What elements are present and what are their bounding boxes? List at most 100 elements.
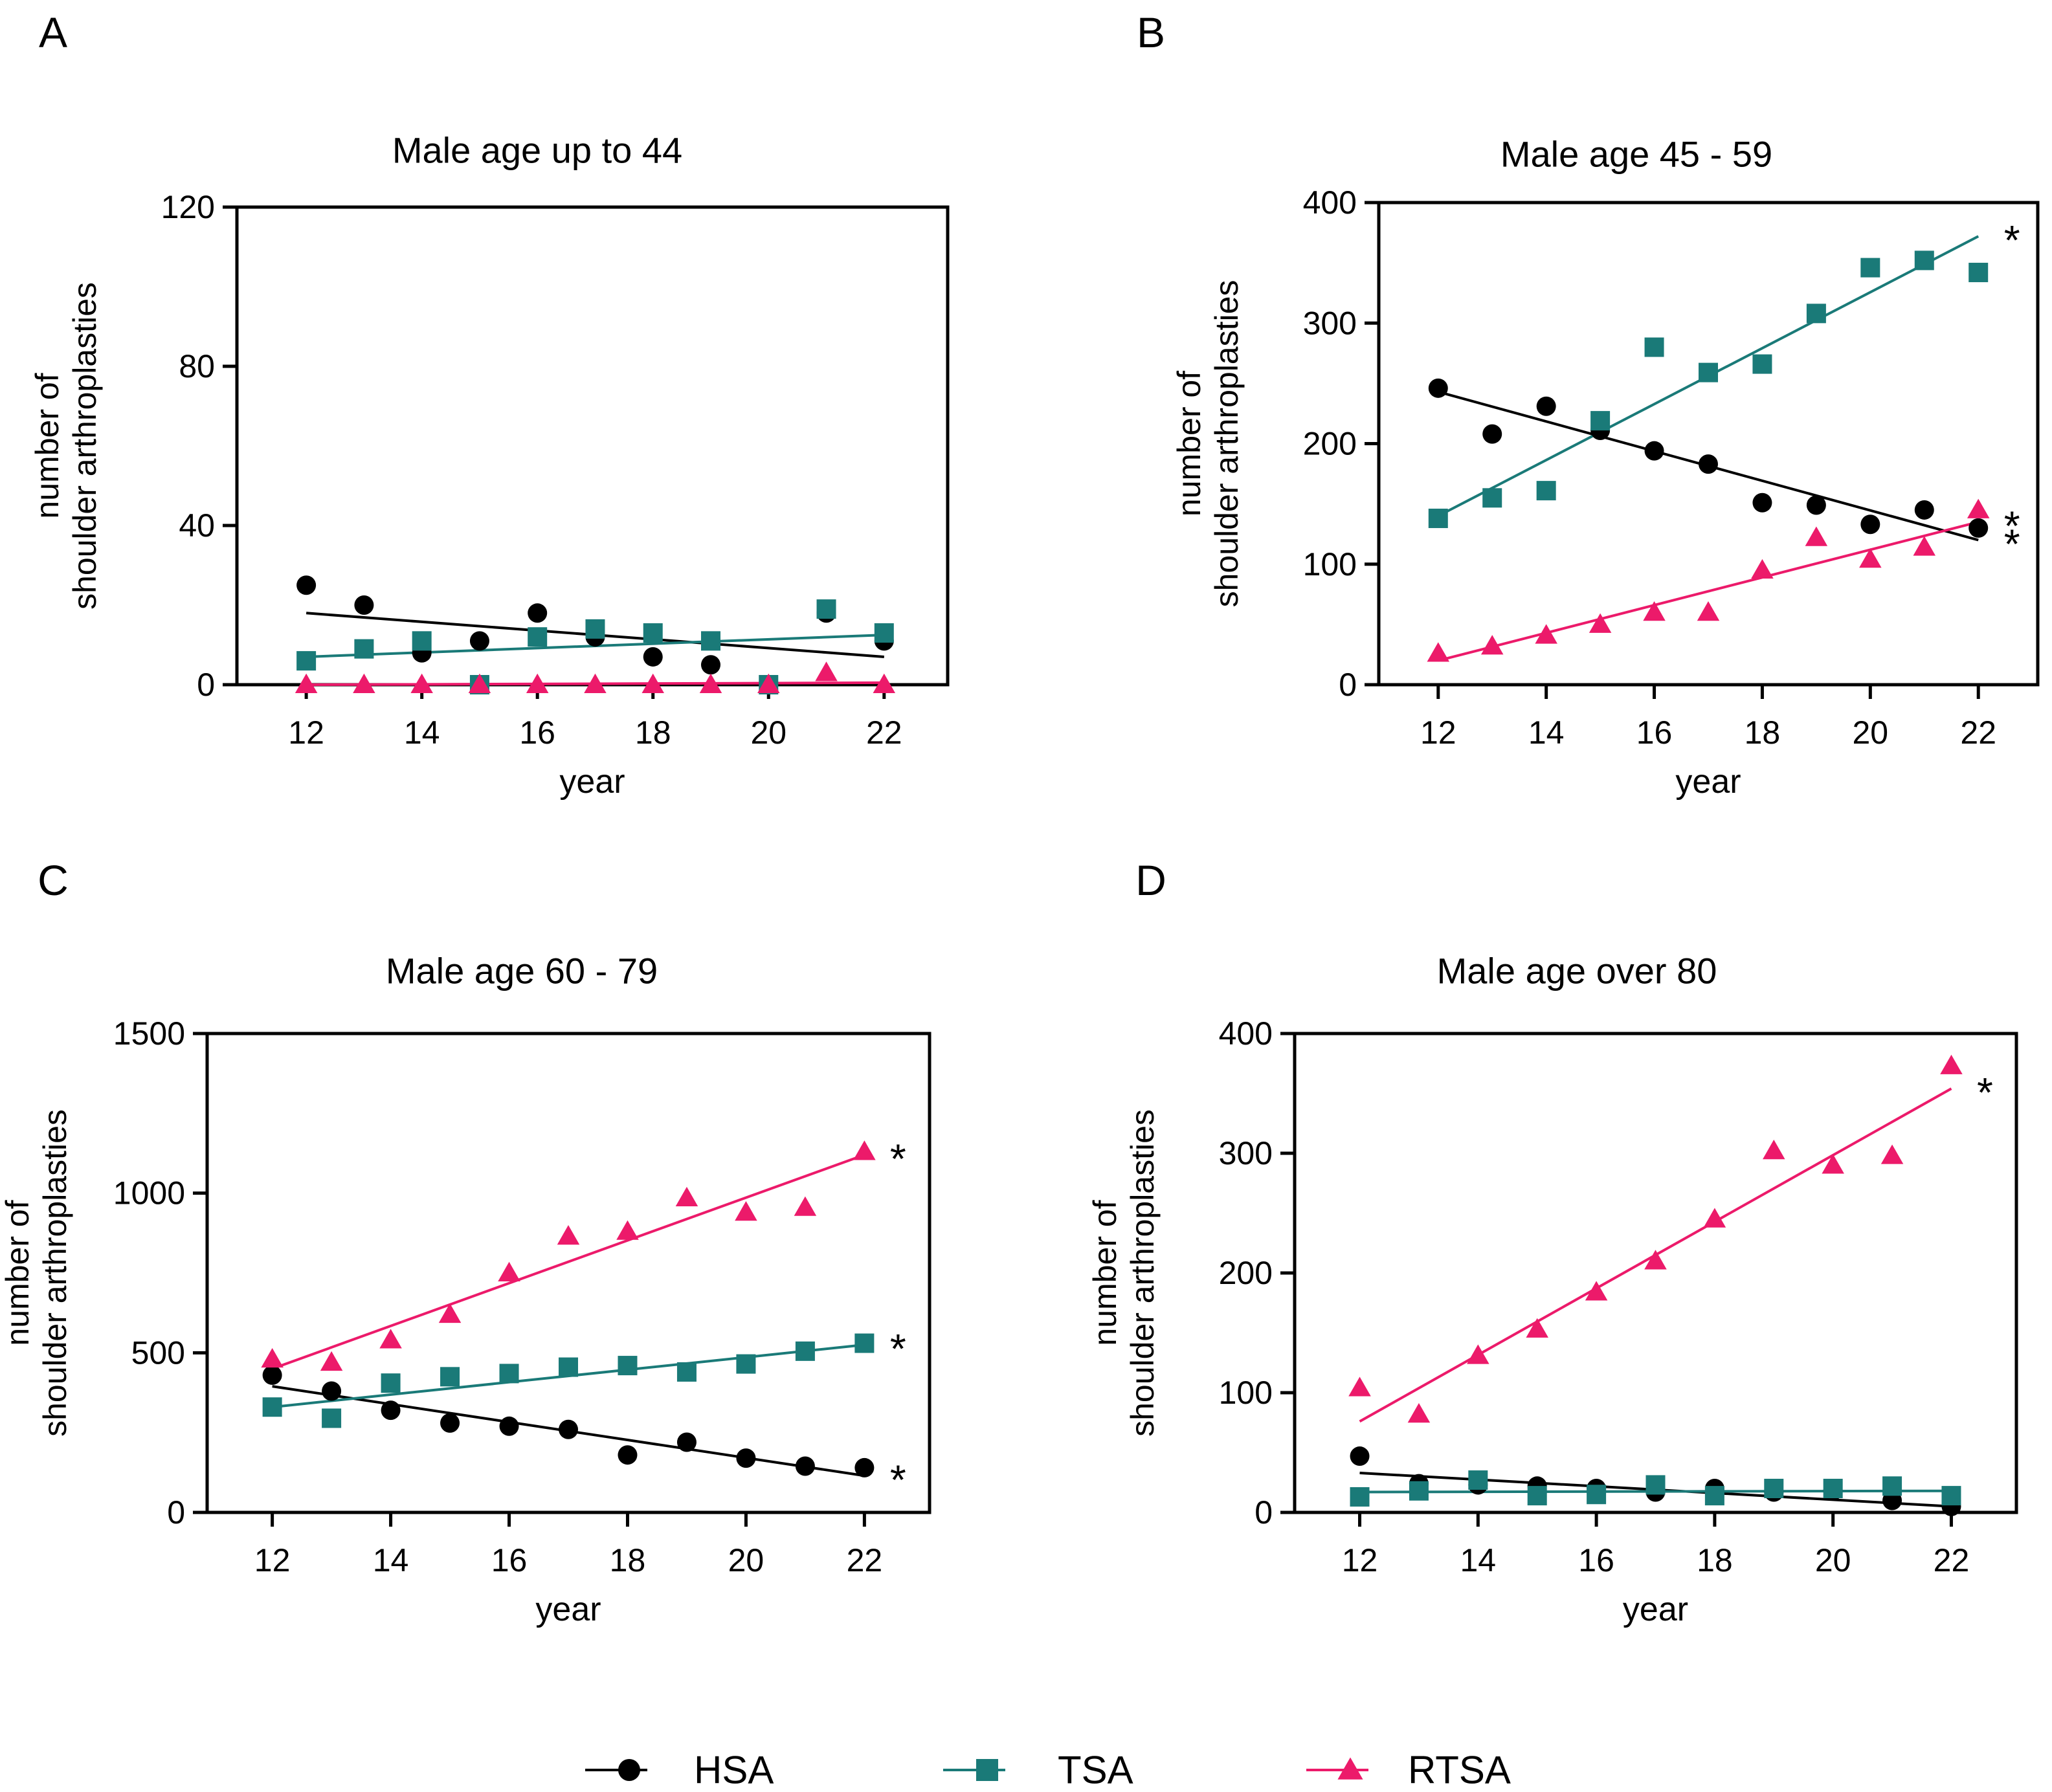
- point-tsa: [296, 651, 317, 671]
- point-hsa: [1428, 378, 1448, 398]
- point-hsa: [1752, 492, 1772, 513]
- legend-marker: [618, 1759, 640, 1781]
- point-rtsa: [1427, 642, 1450, 662]
- point-rtsa: [853, 1140, 876, 1160]
- point-rtsa: [1526, 1318, 1548, 1338]
- point-tsa: [1699, 362, 1718, 382]
- point-tsa: [1941, 1486, 1961, 1506]
- significance-asterisk: *: [2004, 521, 2020, 568]
- y-axis-label: number ofshoulder arthroplasties: [0, 1109, 73, 1437]
- point-rtsa: [320, 1351, 343, 1371]
- plot-frame: [205, 1032, 931, 1514]
- x-tick-label: 20: [1815, 1542, 1851, 1578]
- x-tick-label: 20: [1853, 714, 1889, 751]
- point-tsa: [736, 1354, 756, 1374]
- plot-frame: [1293, 1032, 2018, 1514]
- point-hsa: [322, 1381, 342, 1401]
- point-tsa: [381, 1373, 401, 1393]
- y-axis-label-line: shoulder arthroplasties: [37, 1109, 73, 1437]
- y-axis-label-line: shoulder arthroplasties: [67, 282, 103, 610]
- point-rtsa: [295, 673, 318, 693]
- point-rtsa: [794, 1196, 817, 1216]
- point-rtsa: [1585, 1281, 1608, 1301]
- plot-frame: [235, 205, 950, 687]
- y-tick-label: 1000: [113, 1175, 185, 1211]
- x-tick-label: 18: [1697, 1542, 1733, 1578]
- x-tick-label: 14: [404, 714, 440, 751]
- x-tick-label: 18: [635, 714, 671, 751]
- point-rtsa: [815, 661, 838, 681]
- x-tick-label: 22: [847, 1542, 883, 1578]
- point-rtsa: [584, 673, 607, 693]
- x-tick-label: 16: [1578, 1542, 1614, 1578]
- point-hsa: [381, 1400, 401, 1421]
- y-axis-label: number ofshoulder arthroplasties: [1087, 1109, 1161, 1437]
- point-tsa: [701, 631, 720, 651]
- point-rtsa: [873, 673, 896, 693]
- point-tsa: [1527, 1486, 1547, 1506]
- point-rtsa: [1967, 498, 1990, 518]
- point-rtsa: [557, 1225, 580, 1245]
- y-tick-label: 300: [1303, 305, 1357, 341]
- point-rtsa: [526, 673, 549, 693]
- point-tsa: [1704, 1486, 1724, 1506]
- point-tsa: [854, 1333, 875, 1353]
- x-tick-label: 22: [1960, 714, 1996, 751]
- point-tsa: [1764, 1479, 1784, 1498]
- point-rtsa: [1822, 1154, 1844, 1174]
- point-rtsa: [1751, 559, 1774, 579]
- point-hsa: [1350, 1446, 1370, 1466]
- point-rtsa: [675, 1186, 698, 1207]
- y-axis-label-line: number of: [0, 1200, 36, 1345]
- panel-label: B: [1137, 8, 1165, 56]
- point-rtsa: [1644, 1250, 1667, 1270]
- legend-label: HSA: [694, 1749, 774, 1792]
- point-rtsa: [1703, 1208, 1726, 1228]
- point-tsa: [585, 619, 605, 639]
- point-rtsa: [261, 1347, 284, 1368]
- x-tick-label: 12: [288, 714, 324, 751]
- point-tsa: [676, 1362, 697, 1382]
- panel-a: A Male age up to 44 0 40 80 120 12 14 16 18 20 22 ye…: [29, 8, 950, 801]
- point-hsa: [559, 1419, 578, 1439]
- point-tsa: [1536, 481, 1556, 501]
- point-tsa: [262, 1397, 282, 1417]
- point-rtsa: [438, 1303, 462, 1323]
- point-tsa: [1806, 304, 1826, 324]
- point-hsa: [296, 575, 317, 595]
- y-axis-label: number ofshoulder arthroplasties: [1171, 280, 1245, 608]
- y-tick-label: 0: [1255, 1494, 1273, 1531]
- chart-title: Male age over 80: [1437, 951, 1717, 991]
- y-axis-label-line: shoulder arthroplasties: [1124, 1109, 1161, 1437]
- y-tick-label: 40: [179, 507, 215, 544]
- x-tick-label: 14: [373, 1542, 409, 1578]
- point-tsa: [1590, 411, 1611, 431]
- point-hsa: [1536, 396, 1556, 416]
- point-hsa: [354, 595, 374, 615]
- x-tick-label: 16: [519, 714, 555, 751]
- point-tsa: [618, 1356, 638, 1376]
- x-tick-label: 20: [728, 1542, 764, 1578]
- significance-asterisk: *: [890, 1325, 906, 1372]
- point-rtsa: [1467, 1344, 1489, 1364]
- point-rtsa: [353, 673, 375, 693]
- point-tsa: [1350, 1487, 1370, 1507]
- legend-item-hsa: HSA: [585, 1749, 774, 1792]
- legend-item-tsa: TSA: [943, 1749, 1133, 1792]
- point-tsa: [1968, 263, 1989, 283]
- panel-label: A: [39, 8, 67, 56]
- point-tsa: [795, 1341, 815, 1361]
- x-tick-label: 22: [1934, 1542, 1970, 1578]
- significance-asterisk: *: [890, 1135, 906, 1182]
- point-rtsa: [699, 673, 722, 693]
- y-tick-label: 0: [1339, 667, 1357, 703]
- point-hsa: [469, 631, 489, 651]
- point-tsa: [440, 1367, 460, 1387]
- x-axis-label: year: [559, 763, 625, 801]
- y-tick-label: 1500: [113, 1015, 185, 1052]
- x-tick-label: 20: [750, 714, 786, 751]
- panel-label: C: [38, 856, 69, 904]
- y-tick-label: 120: [161, 189, 215, 225]
- point-tsa: [1645, 1475, 1666, 1495]
